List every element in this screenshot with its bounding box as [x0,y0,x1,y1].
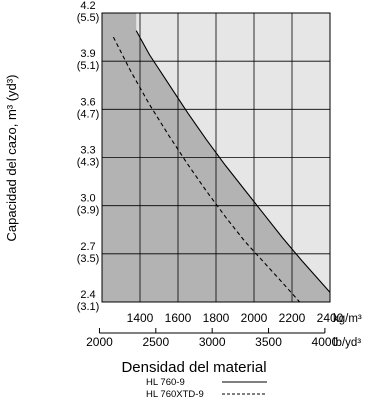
y-tick-label: 3.3 [80,145,95,157]
y-tick-label-secondary: (5.5) [77,12,100,24]
series-line-hl-760-9 [135,30,331,293]
x-secondary-tick-label: 3000 [199,335,226,349]
x-secondary-tick-label: 3500 [255,335,282,349]
y-tick-label-secondary: (4.3) [77,157,100,169]
plot-area [101,12,331,303]
series-line-hl-760xtd-9 [112,36,301,303]
x-tick-label: 2400 [317,311,344,325]
x-secondary-tick-label: 4000 [312,335,339,349]
x-tick-label: 1600 [165,311,192,325]
legend-label: HL 760-9 [146,377,185,388]
y-axis-title: Capacidad del cazo, m³ (yd³) [4,75,19,242]
x-unit-secondary: lb/yd³ [333,337,361,349]
x-secondary-tick-label: 2500 [142,335,169,349]
x-tick-label: 1800 [203,311,230,325]
y-tick-label: 4.2 [80,0,95,12]
y-tick-label: 2.4 [80,289,95,301]
legend-label: HL 760XTD-9 [146,389,204,400]
legend: HL 760-9HL 760XTD-9 [146,377,267,400]
y-tick-label: 3.6 [80,96,95,108]
y-tick-label-secondary: (3.5) [77,253,100,265]
x-tick-label: 1400 [127,311,154,325]
x-unit-primary: kg/m³ [333,313,362,325]
y-tick-label-secondary: (4.7) [77,108,100,120]
x-axis-title: Densidad del material [121,359,266,376]
x-tick-label: 2000 [241,311,268,325]
y-tick-label: 2.7 [80,241,95,253]
y-tick-label-secondary: (3.9) [77,205,100,217]
y-tick-label: 3.0 [80,193,95,205]
x-tick-label: 2200 [279,311,306,325]
y-tick-label-secondary: (5.1) [77,60,100,72]
plot-frame [101,12,331,303]
x-secondary-tick-label: 2000 [86,335,113,349]
y-tick-label-secondary: (3.1) [77,301,100,313]
y-tick-label: 3.9 [80,48,95,60]
